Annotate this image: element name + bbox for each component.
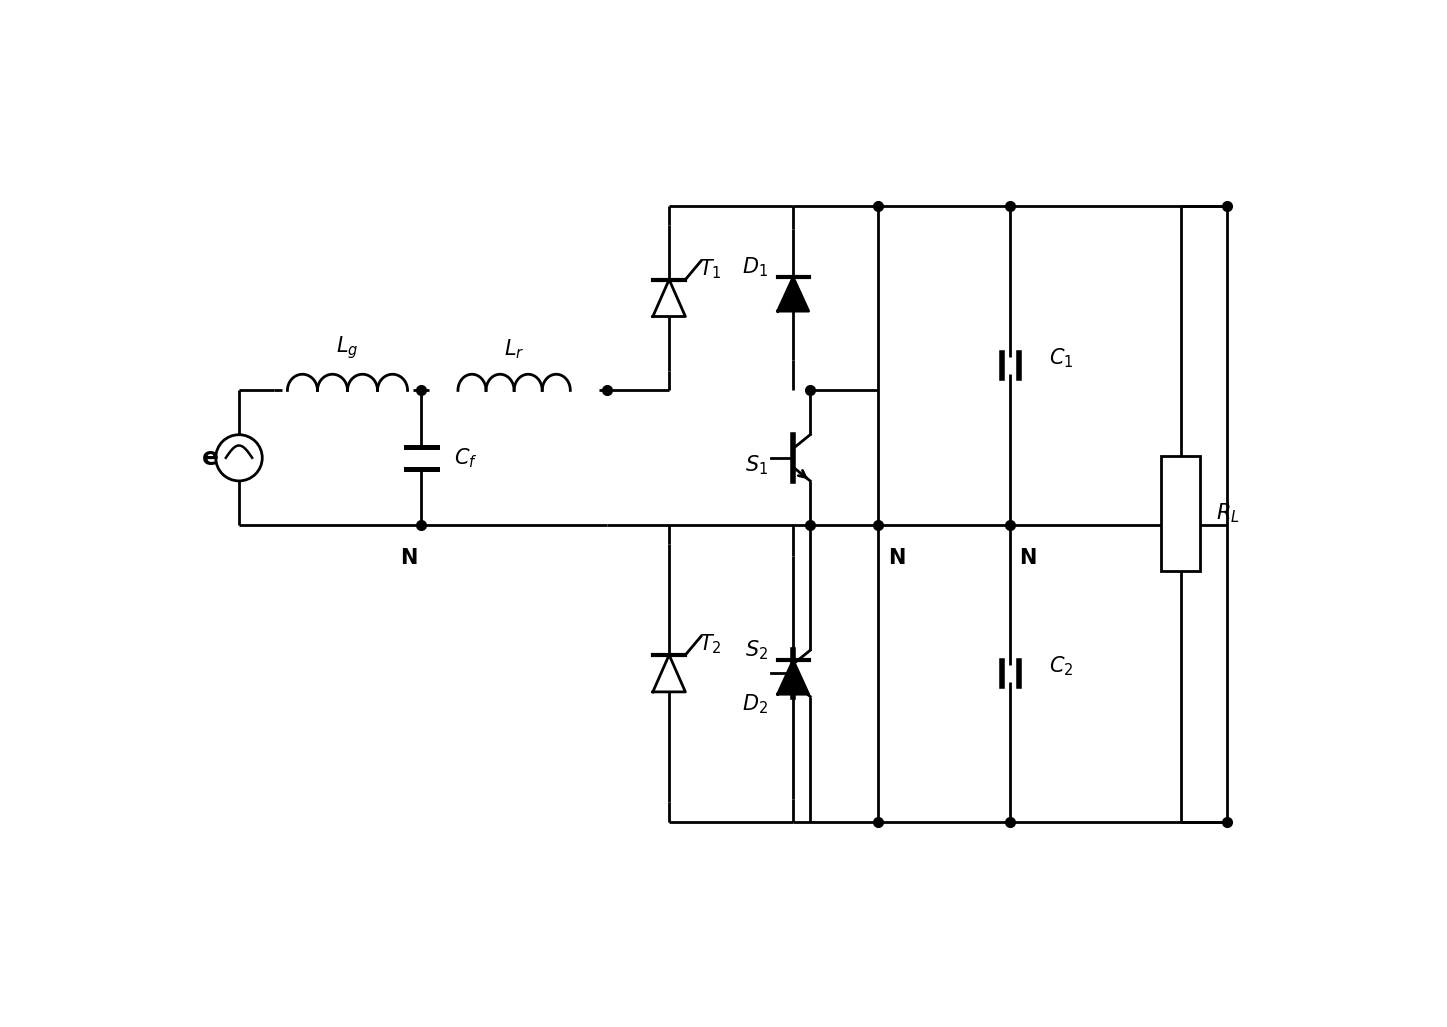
Text: $L_g$: $L_g$ xyxy=(336,335,359,362)
Text: $S_2$: $S_2$ xyxy=(745,639,768,662)
Polygon shape xyxy=(777,660,809,694)
Text: $D_2$: $D_2$ xyxy=(742,692,768,716)
Text: $\mathbf{e}$: $\mathbf{e}$ xyxy=(201,446,218,469)
Text: $R_L$: $R_L$ xyxy=(1215,502,1239,526)
Text: $L_r$: $L_r$ xyxy=(504,338,524,362)
Text: $T_2$: $T_2$ xyxy=(699,633,721,656)
Text: $C_1$: $C_1$ xyxy=(1049,346,1074,370)
Polygon shape xyxy=(777,277,809,311)
Text: $\mathbf{N}$: $\mathbf{N}$ xyxy=(887,548,906,568)
Text: $\mathbf{N}$: $\mathbf{N}$ xyxy=(399,548,417,568)
Bar xyxy=(1162,456,1200,571)
Text: $S_1$: $S_1$ xyxy=(745,454,768,478)
Text: $T_1$: $T_1$ xyxy=(699,257,721,280)
Text: $\mathbf{N}$: $\mathbf{N}$ xyxy=(1020,548,1037,568)
Text: $C_f$: $C_f$ xyxy=(454,446,478,469)
Text: $C_2$: $C_2$ xyxy=(1049,654,1074,678)
Text: $D_1$: $D_1$ xyxy=(742,256,768,279)
